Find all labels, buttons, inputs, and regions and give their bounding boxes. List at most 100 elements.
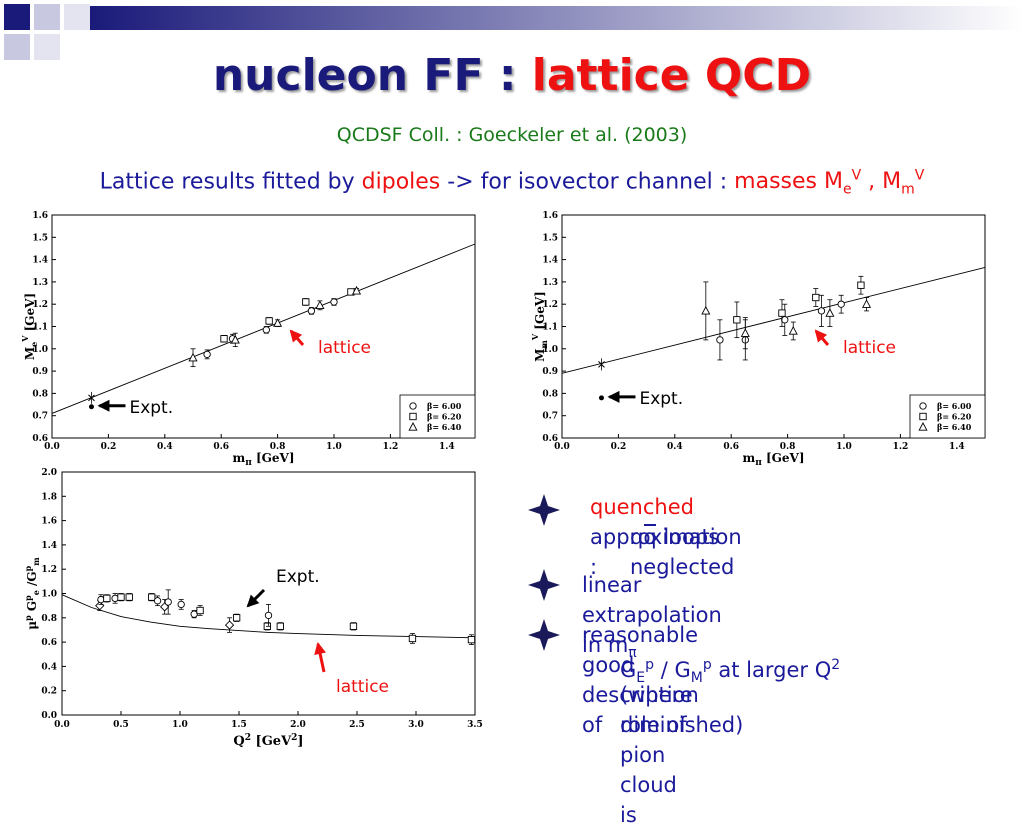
data-point — [177, 600, 185, 609]
y-tick-label: 0.9 — [542, 367, 558, 377]
y-axis-label: MmV [GeV] — [530, 291, 549, 362]
data-point — [857, 281, 865, 289]
title-part2: lattice QCD — [531, 50, 812, 101]
x-tick-label: 0.6 — [213, 442, 229, 452]
lattice-label: lattice — [843, 338, 896, 358]
y-tick-label: 0.7 — [542, 412, 558, 422]
data-point — [307, 307, 316, 315]
y-tick-label: 0.8 — [32, 389, 48, 399]
data-point — [220, 335, 228, 343]
y-tick-label: 0.4 — [41, 662, 57, 672]
y-tick-label: 1.4 — [41, 541, 57, 551]
y-tick-label: 1.4 — [32, 256, 48, 266]
data-point — [781, 316, 789, 324]
data-point — [153, 597, 162, 605]
sup-v2: V — [914, 168, 925, 184]
legend: β= 6.00β= 6.20β= 6.40 — [909, 394, 986, 439]
data-point — [103, 594, 111, 603]
expt-label: Expt. — [639, 389, 683, 409]
y-tick-label: 0.2 — [41, 687, 57, 697]
y-tick-label: 0.6 — [542, 434, 558, 444]
dipole-curve — [61, 594, 476, 639]
expt-label: Expt. — [276, 567, 320, 587]
legend-label: β= 6.00 — [937, 401, 972, 411]
legend-marker — [409, 402, 417, 410]
x-tick-label: 0.0 — [44, 442, 60, 452]
experimental-point — [88, 404, 94, 410]
series-square — [220, 288, 355, 343]
x-tick-label: 3.5 — [467, 720, 483, 730]
data-point — [276, 622, 284, 630]
legend-label: β= 6.20 — [937, 412, 972, 422]
data-point — [408, 634, 417, 643]
series-circle — [203, 298, 338, 360]
four-point-star-icon — [528, 569, 560, 601]
y-tick-label: 0.8 — [41, 614, 57, 624]
description-line4: diminished) — [620, 713, 744, 737]
x-tick-label: 0.6 — [723, 442, 739, 452]
data-point — [778, 309, 786, 317]
chart-electric-mass: 0.0 0.2 0.4 0.6 0.8 1.0 1.2 1.4 0.6 0.7 0.8 0.9 1.0 1… — [20, 211, 476, 468]
y-tick-label: 1.8 — [41, 492, 57, 502]
four-point-star-icon — [528, 619, 560, 651]
data-point — [164, 598, 172, 606]
x-tick-label: 0.2 — [101, 442, 117, 452]
y-tick-label: 2.0 — [41, 468, 57, 478]
x-axis-label: mπ [GeV] — [232, 451, 294, 468]
qq-loops-text: qq loops neglected — [630, 525, 735, 579]
x-tick-label: 1.4 — [439, 442, 455, 452]
series-triangle — [188, 285, 362, 368]
y-tick-label: 1.2 — [32, 300, 48, 310]
data-point — [125, 593, 133, 601]
data-point — [701, 305, 711, 315]
x-tick-label: 1.0 — [172, 720, 188, 730]
data-point — [224, 620, 235, 630]
x-tick-label: 0.0 — [54, 720, 70, 730]
lattice-arrow — [814, 329, 830, 346]
x-tick-label: 0.8 — [780, 442, 796, 452]
y-tick-label: 1.0 — [32, 345, 48, 355]
y-tick-label: 1.5 — [32, 233, 48, 243]
data-point — [862, 299, 872, 308]
description-line2: GEp / GMp at larger Q2 — [620, 650, 840, 693]
qbar-overline — [644, 524, 656, 526]
legend-marker — [918, 422, 928, 431]
data-point — [188, 352, 198, 362]
data-point — [264, 611, 273, 620]
y-tick-label: 1.4 — [542, 256, 558, 266]
data-point — [349, 622, 358, 630]
decorative-squares — [0, 0, 90, 70]
p-sup2: p — [702, 657, 712, 673]
title-gradient-bar — [90, 6, 1024, 30]
data-point — [817, 307, 826, 315]
x-tick-label: 1.0 — [326, 442, 342, 452]
x-tick-label: 0.5 — [113, 720, 129, 730]
data-point — [262, 326, 270, 334]
legend-marker — [408, 422, 418, 431]
y-tick-label: 0.6 — [41, 638, 57, 648]
y-tick-label: 0.9 — [32, 367, 48, 377]
series-triangle — [701, 281, 872, 350]
expt-arrow — [607, 390, 636, 403]
data-point — [302, 298, 310, 306]
data-point — [330, 298, 338, 306]
y-tick-label: 1.1 — [542, 323, 558, 333]
four-point-star-icon — [528, 494, 560, 526]
data-point — [740, 328, 750, 337]
x-tick-label: 0.4 — [667, 442, 683, 452]
x-tick-label: 1.0 — [836, 442, 852, 452]
expt-label: Expt. — [129, 398, 173, 418]
x-tick-label: 0.2 — [611, 442, 627, 452]
x-tick-label: 2.5 — [349, 720, 365, 730]
comma-m: , M — [861, 169, 902, 195]
data-point — [812, 293, 820, 302]
sub-e: e — [842, 181, 852, 198]
masses-label: masses M — [734, 169, 843, 195]
y-tick-label: 0.6 — [32, 434, 48, 444]
series-circle — [716, 294, 845, 361]
y-tick-label: 1.3 — [32, 278, 48, 288]
legend-label: β= 6.00 — [427, 401, 462, 411]
lead-text: Lattice results fitted by dipoles -> for… — [0, 168, 1024, 198]
data-point — [190, 610, 198, 618]
p-sup1: p — [645, 657, 655, 673]
